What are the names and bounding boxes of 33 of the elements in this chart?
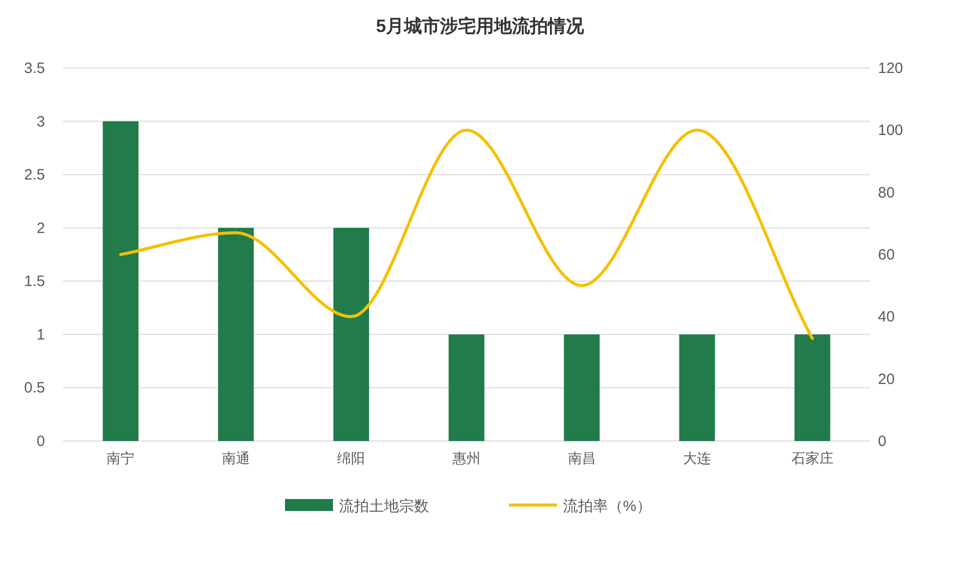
y-tick-label: 0.5 [24,380,45,397]
x-tick-label: 南昌 [568,450,596,466]
y2-tick-label: 20 [878,370,895,388]
y-tick-label: 1.5 [24,273,45,290]
y2-tick-label: 80 [878,184,895,202]
x-tick-label: 石家庄 [791,450,834,466]
x-tick-label: 绵阳 [337,450,366,466]
bar [218,228,254,441]
y2-tick-label: 100 [878,122,904,140]
x-tick-label: 大连 [683,450,712,466]
x-tick-label: 南宁 [106,450,135,466]
x-tick-label: 惠州 [452,450,480,466]
bar [333,228,370,441]
bar [564,334,600,441]
y2-tick-label: 40 [878,308,895,326]
bar [448,334,484,441]
bar [794,334,830,441]
bar [679,334,715,441]
y-tick-label: 1 [36,326,45,344]
y2-tick-label: 0 [878,433,886,450]
y-tick-label: 2.5 [24,166,45,184]
legend-label: 流拍率（%） [563,498,652,515]
legend-label: 流拍土地宗数 [339,498,429,515]
chart-title: 5月城市涉宅用地流拍情况 [376,16,586,36]
x-tick-label: 南通 [222,450,250,466]
y2-tick-label: 60 [878,246,895,264]
y-tick-label: 2 [36,220,45,237]
line-series [119,128,814,340]
y-tick-label: 3.5 [24,60,45,77]
bar [102,121,139,441]
y-tick-label: 0 [36,433,45,450]
y-tick-label: 3 [36,113,45,130]
y2-tick-label: 120 [878,60,904,77]
